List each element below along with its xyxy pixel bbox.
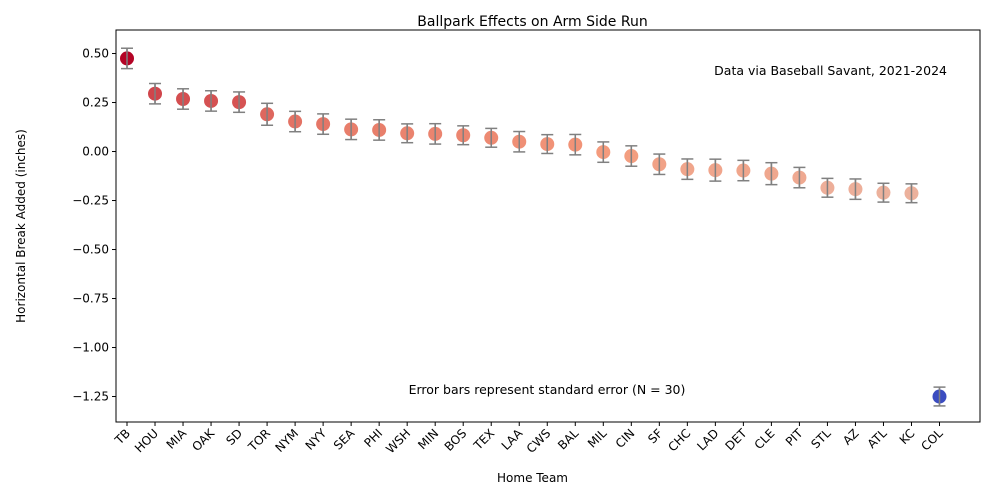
x-tick-label-tex: TEX: [470, 426, 497, 453]
y-tick-label: −0.75: [72, 292, 109, 306]
y-tick-label: −0.25: [72, 194, 109, 208]
x-tick-label-wsh: WSH: [383, 426, 413, 456]
plot-area-frame: [115, 29, 981, 423]
x-tick-label-tor: TOR: [245, 426, 273, 454]
x-tick-label-pit: PIT: [783, 426, 806, 449]
x-tick-label-nym: NYM: [272, 426, 301, 455]
x-tick-label-mia: MIA: [164, 426, 190, 452]
x-tick-label-bal: BAL: [555, 426, 581, 452]
x-axis-label: Home Team: [497, 471, 568, 485]
y-axis-label: Horizontal Break Added (inches): [14, 129, 28, 323]
error-note-annotation: Error bars represent standard error (N =…: [409, 382, 686, 397]
y-tick-label: 0.25: [82, 96, 109, 110]
y-tick-label: −0.50: [72, 243, 109, 257]
y-tick-label: 0.50: [82, 47, 109, 61]
y-tick-label: −1.25: [72, 390, 109, 404]
x-tick-label-cws: CWS: [524, 426, 554, 456]
x-tick-label-stl: STL: [808, 426, 833, 451]
data-points: [120, 48, 947, 406]
x-tick-label-bos: BOS: [442, 426, 470, 454]
x-tick-label-az: AZ: [840, 426, 862, 448]
x-tick-label-atl: ATL: [865, 426, 890, 451]
x-tick-label-nyy: NYY: [303, 426, 330, 453]
x-tick-label-oak: OAK: [189, 425, 218, 454]
x-tick-label-mil: MIL: [585, 426, 610, 451]
x-tick-label-sd: SD: [223, 426, 245, 448]
x-tick-label-hou: HOU: [132, 426, 161, 455]
x-tick-label-min: MIN: [415, 426, 441, 452]
x-tick-label-chc: CHC: [665, 426, 693, 454]
x-tick-label-lad: LAD: [694, 426, 721, 453]
chart-title: Ballpark Effects on Arm Side Run: [417, 14, 647, 30]
x-tick-label-cle: CLE: [752, 426, 778, 452]
x-tick-label-tb: TB: [112, 426, 134, 448]
source-annotation: Data via Baseball Savant, 2021-2024: [714, 63, 947, 78]
x-tick-label-det: DET: [723, 426, 750, 453]
x-tick-label-col: COL: [918, 426, 945, 453]
x-tick-label-kc: KC: [897, 426, 918, 447]
x-tick-label-laa: LAA: [499, 426, 526, 453]
x-tick-label-sea: SEA: [331, 426, 358, 453]
x-tick-label-sf: SF: [645, 426, 665, 446]
y-tick-label: 0.00: [82, 145, 109, 159]
y-tick-label: −1.00: [72, 341, 109, 355]
x-tick-label-cin: CIN: [613, 426, 638, 451]
x-tick-label-phi: PHI: [361, 426, 385, 450]
y-axis: 0.50 0.25 0.00 −0.25 −0.50 −0.75 −1.00 −1.25: [72, 47, 116, 404]
